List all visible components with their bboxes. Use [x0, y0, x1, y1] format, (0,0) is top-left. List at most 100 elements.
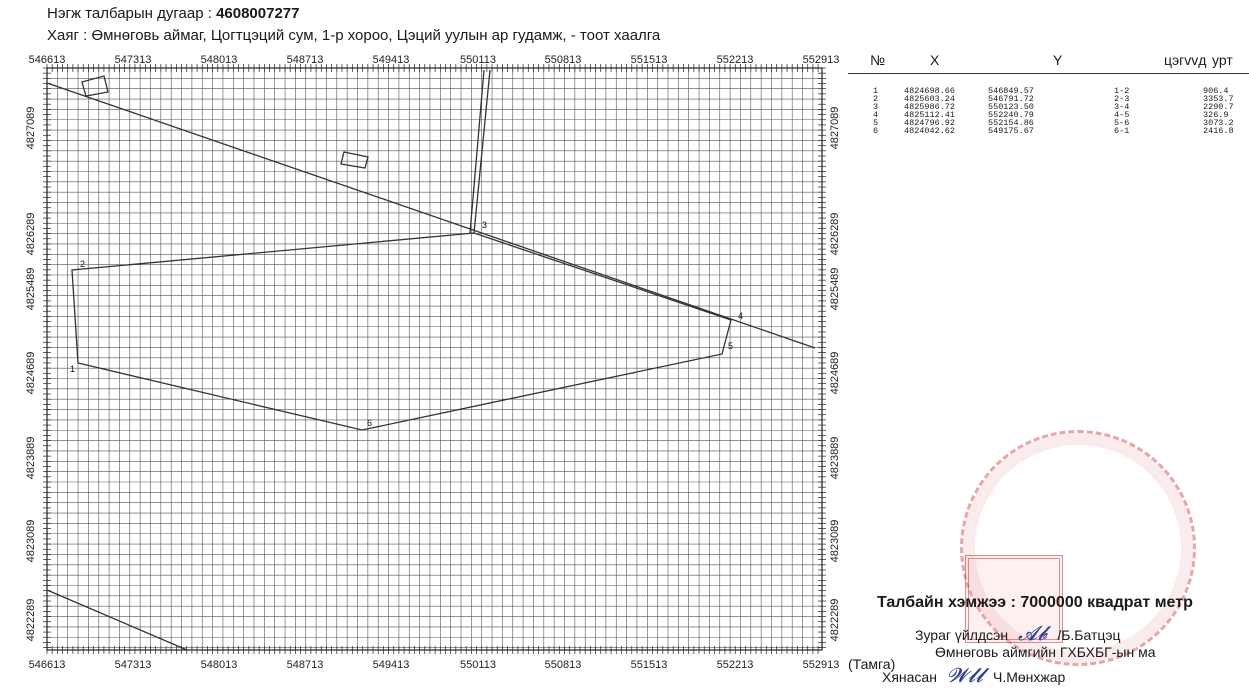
- stamp-label: (Тамга): [848, 656, 896, 672]
- x-tick-top: 550813: [545, 54, 582, 66]
- cell-x: 4824796.92: [904, 118, 956, 128]
- y-tick-left: 4823889: [25, 437, 37, 480]
- signature-mark-2: 𝓦𝓵𝓵: [946, 663, 984, 687]
- x-tick-bottom: 547313: [115, 659, 152, 671]
- col-seg: цэгvvд: [1164, 52, 1207, 68]
- cell-len: 326.9: [1203, 110, 1229, 120]
- cell-seg: 4-5: [1114, 110, 1130, 120]
- x-tick-top: 550113: [460, 54, 496, 66]
- table-row: 5 4824796.92 552154.86 5-6 3073.2: [848, 118, 1249, 128]
- cell-len: 3073.2: [1203, 118, 1234, 128]
- parcel-boundary: [71, 232, 732, 431]
- cell-len: 3353.7: [1203, 94, 1234, 104]
- cell-y: 550123.50: [988, 102, 1034, 112]
- x-tick-bottom: 548713: [287, 659, 324, 671]
- map-frame: [46, 67, 823, 651]
- vertex-labels: 1 2 3 4 5 6: [70, 220, 743, 428]
- axis-ticks: [43, 64, 826, 654]
- cell-seg: 2-3: [1114, 94, 1130, 104]
- cell-x: 4825603.24: [904, 94, 956, 104]
- vertex-label: 2: [80, 259, 85, 269]
- cell-no: 3: [873, 102, 879, 112]
- x-tick-top: 548713: [287, 54, 324, 66]
- x-tick-bottom: 552913: [803, 659, 840, 671]
- y-tick-left: 4825489: [25, 268, 37, 311]
- cell-seg: 5-6: [1114, 118, 1130, 128]
- signature-mark: 𝓐𝓫: [1017, 621, 1048, 645]
- y-tick-right: 4823889: [829, 437, 841, 480]
- x-tick-bottom: 548013: [201, 659, 238, 671]
- cell-y: 552240.79: [988, 110, 1034, 120]
- y-tick-right: 4823089: [829, 520, 841, 563]
- table-divider: [848, 73, 1249, 74]
- building-outline: [81, 75, 109, 97]
- cell-x: 4824042.62: [904, 126, 956, 136]
- x-tick-top: 551513: [631, 54, 668, 66]
- cell-x: 4824698.66: [904, 86, 956, 96]
- vertex-label: 6: [367, 418, 372, 428]
- cell-x: 4825112.41: [904, 110, 956, 120]
- cell-len: 906.4: [1203, 86, 1229, 96]
- col-len: урт: [1212, 52, 1233, 68]
- drawn-by: Зураг үйлдсэн 𝓐𝓫 /Б.Батцэц: [915, 621, 1121, 645]
- y-tick-right: 4826289: [829, 213, 841, 256]
- x-tick-top: 552213: [717, 54, 754, 66]
- x-tick-bottom: 549413: [373, 659, 410, 671]
- y-tick-left: 4826289: [25, 213, 37, 256]
- cell-len: 2416.8: [1203, 126, 1234, 136]
- cell-no: 4: [873, 110, 879, 120]
- cell-seg: 1-2: [1114, 86, 1130, 96]
- drawn-by-name: /Б.Батцэц: [1057, 627, 1121, 643]
- y-tick-left: 4823089: [25, 520, 37, 563]
- y-tick-left: 4822289: [25, 599, 37, 642]
- parcel-number-label: Нэгж талбарын дугаар :: [47, 5, 212, 22]
- x-tick-top: 548013: [201, 54, 238, 66]
- y-tick-right: 4824689: [829, 352, 841, 395]
- y-tick-right: 4827089: [829, 107, 841, 150]
- x-tick-top: 549413: [373, 54, 410, 66]
- vertex-label: 5: [728, 341, 733, 351]
- col-x: X: [930, 52, 940, 68]
- vertex-label: 3: [482, 220, 487, 230]
- y-tick-right: 4825489: [829, 268, 841, 311]
- approved-by-label: Хянасан: [882, 669, 937, 685]
- table-row: 3 4825986.72 550123.50 3-4 2290.7: [848, 102, 1249, 112]
- cell-no: 5: [873, 118, 879, 128]
- drawn-by-label: Зураг үйлдсэн: [915, 627, 1009, 643]
- x-tick-bottom: 551513: [631, 659, 668, 671]
- parcel-number-line: Нэгж талбарын дугаар : 4608007277: [47, 5, 300, 22]
- road-line: [473, 69, 491, 234]
- approved-by: Хянасан 𝓦𝓵𝓵 Ч.Мөнхжар: [882, 663, 1065, 687]
- y-tick-left: 4824689: [25, 352, 37, 395]
- road-line: [469, 69, 485, 234]
- y-tick-right: 4822289: [829, 599, 841, 642]
- cell-x: 4825986.72: [904, 102, 956, 112]
- address-line: Хаяг : Өмнөговь аймаг, Цогтцэций сум, 1-…: [47, 27, 661, 44]
- table-row: 4 4825112.41 552240.79 4-5 326.9: [848, 110, 1249, 120]
- road-line: [46, 589, 188, 651]
- cell-len: 2290.7: [1203, 102, 1234, 112]
- table-row: 6 4824042.62 549175.67 6-1 2416.8: [848, 126, 1249, 136]
- cell-no: 1: [873, 86, 879, 96]
- x-tick-bottom: 550113: [460, 659, 496, 671]
- col-no: №: [870, 52, 886, 68]
- x-tick-bottom: 550813: [545, 659, 582, 671]
- organization: Өмнөговь аймгийн ГХБХБГ-ын ма: [935, 644, 1156, 660]
- x-tick-top: 547313: [115, 54, 152, 66]
- cell-y: 552154.86: [988, 118, 1034, 128]
- axis-labels: 546613 546613 547313 547313 548013 548013 5487…: [25, 54, 841, 671]
- x-tick-top: 546613: [29, 54, 66, 66]
- building-outline: [340, 151, 369, 169]
- map-grid: [46, 67, 823, 651]
- parcel-number: 4608007277: [216, 5, 300, 22]
- map-features: [46, 69, 816, 651]
- vertex-label: 4: [738, 311, 743, 321]
- cell-seg: 6-1: [1114, 126, 1130, 136]
- cell-y: 549175.67: [988, 126, 1034, 136]
- cell-y: 546849.57: [988, 86, 1034, 96]
- x-tick-top: 552913: [803, 54, 840, 66]
- table-row: 2 4825603.24 546791.72 2-3 3353.7: [848, 94, 1249, 104]
- cell-seg: 3-4: [1114, 102, 1130, 112]
- cell-no: 6: [873, 126, 879, 136]
